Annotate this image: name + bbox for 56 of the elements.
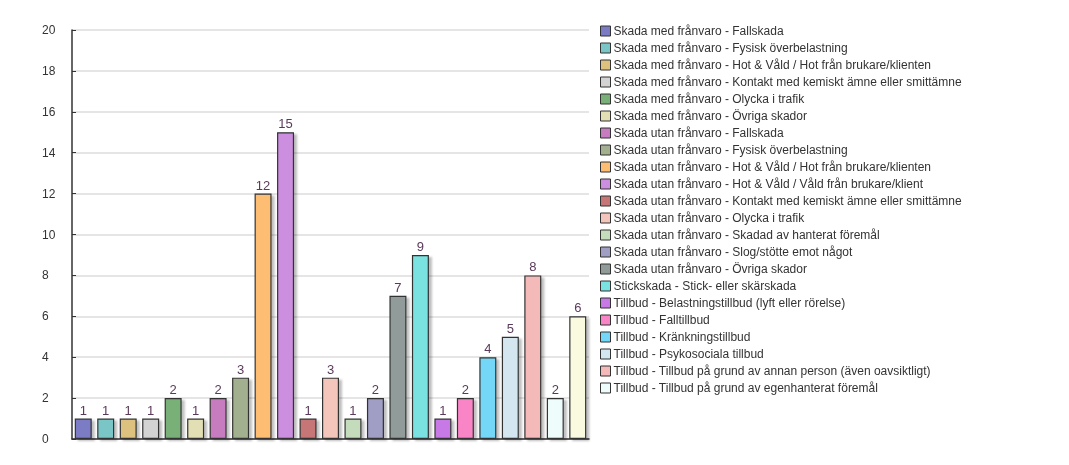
legend-label: Skada utan frånvaro - Hot & Våld / Våld från brukare/klient — [613, 177, 924, 191]
data-label: 1 — [439, 402, 447, 418]
legend-label: Tillbud - Kränkningstillbud — [613, 330, 751, 344]
legend-label: Skada med frånvaro - Övriga skador — [613, 109, 807, 123]
legend-label: Skada utan frånvaro - Fallskada — [613, 126, 784, 140]
legend-label: Skada utan frånvaro - Olycka i trafik — [613, 211, 806, 225]
y-tick-label: 10 — [42, 227, 56, 242]
legend-label: Tillbud - Tillbud på grund av egenhanterat föremål — [613, 381, 878, 395]
data-label: 8 — [529, 259, 537, 275]
data-label: 2 — [214, 382, 222, 398]
legend-label: Skada med frånvaro - Fallskada — [613, 24, 784, 38]
y-tick-label: 18 — [42, 63, 56, 78]
legend-label: Skada utan frånvaro - Fysisk överbelastning — [613, 143, 848, 157]
data-label: 2 — [461, 382, 469, 398]
data-label: 1 — [304, 402, 312, 418]
data-label: 3 — [236, 361, 245, 377]
legend-label: Tillbud - Falltillbud — [613, 313, 710, 327]
data-label: 15 — [278, 116, 293, 132]
data-label: 1 — [79, 402, 87, 418]
legend-label: Tillbud - Psykosociala tillbud — [613, 347, 764, 361]
data-label: 1 — [102, 402, 110, 418]
data-label: 2 — [551, 382, 559, 398]
y-tick-label: 6 — [42, 309, 49, 324]
legend-label: Skada med frånvaro - Olycka i trafik — [613, 92, 806, 106]
legend-label: Tillbud - Tillbud på grund av annan person (även oavsiktligt) — [613, 364, 931, 378]
legend-label: Skada med frånvaro - Kontakt med kemiskt ämne eller smittämne — [613, 75, 962, 89]
legend-label: Skada utan frånvaro - Slog/stötte emot något — [613, 245, 853, 259]
legend-label: Tillbud - Belastningstillbud (lyft eller rörelse) — [613, 296, 846, 310]
y-tick-label: 16 — [42, 104, 56, 119]
data-label: 3 — [326, 361, 335, 377]
data-label: 9 — [416, 238, 425, 254]
legend-label: Stickskada - Stick- eller skärskada — [613, 279, 797, 293]
legend-label: Skada utan frånvaro - Kontakt med kemiskt ämne eller smittämne — [613, 194, 962, 208]
y-tick-label: 2 — [42, 391, 49, 406]
legend-label: Skada med frånvaro - Hot & Våld / Hot från brukare/klienten — [613, 58, 931, 72]
data-label: 2 — [371, 382, 380, 398]
data-label: 2 — [169, 382, 177, 398]
data-label: 1 — [349, 402, 357, 418]
y-tick-label: 20 — [42, 23, 56, 37]
y-tick-label: 0 — [42, 432, 49, 446]
legend-label: Skada utan frånvaro - Hot & Våld / Hot från brukare/klienten — [613, 160, 932, 174]
data-label: 4 — [484, 341, 492, 357]
y-tick-label: 4 — [42, 350, 49, 365]
data-label: 1 — [124, 402, 132, 418]
legend-label: Skada utan frånvaro - Övriga skador — [613, 262, 807, 276]
data-label: 1 — [192, 402, 200, 418]
data-label: 12 — [255, 177, 271, 193]
data-label: 5 — [506, 320, 514, 336]
legend-label: Skada utan frånvaro - Skadad av hanterat föremål — [613, 228, 880, 242]
data-label: 1 — [147, 402, 155, 418]
legend-label: Skada med frånvaro - Fysisk överbelastning — [613, 41, 848, 55]
data-label: 7 — [394, 279, 402, 295]
data-label: 6 — [574, 300, 582, 316]
y-tick-label: 12 — [42, 186, 56, 201]
y-tick-label: 8 — [42, 268, 49, 283]
y-tick-label: 14 — [42, 145, 56, 160]
